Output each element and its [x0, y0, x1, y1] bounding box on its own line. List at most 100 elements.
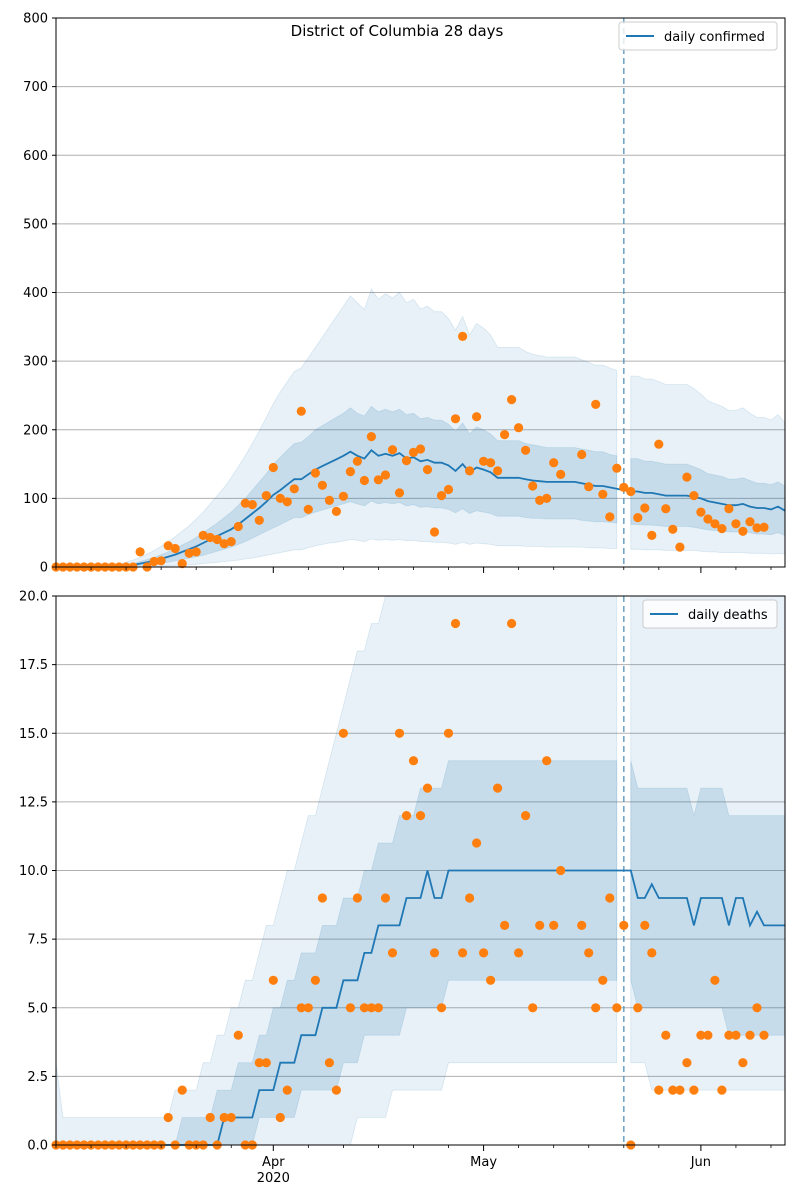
observed-point	[668, 1085, 678, 1095]
observed-point	[352, 456, 362, 466]
observed-point	[479, 456, 489, 466]
deaths-legend-box	[642, 599, 778, 629]
confirmed-legend: daily confirmed	[618, 21, 778, 51]
confirmed-chart-panel: 0 100 200 300 400 500 600 700 800 District of Co…	[23, 12, 786, 576]
observed-point	[633, 513, 643, 523]
observed-point	[219, 539, 229, 549]
observed-point	[759, 522, 769, 532]
observed-point	[633, 1003, 643, 1013]
observed-point	[612, 1003, 622, 1013]
y-tick-label: 400	[23, 286, 48, 301]
observed-point	[752, 523, 762, 533]
observed-point	[338, 491, 348, 501]
confirmed-uncertainty-bands	[56, 288, 786, 568]
observed-point	[205, 1112, 215, 1123]
observed-point	[226, 1112, 236, 1123]
outer-band	[56, 288, 618, 568]
observed-point	[500, 920, 510, 931]
confirmed-legend-box	[618, 21, 778, 51]
observed-point	[191, 547, 201, 557]
deaths-legend-label: daily deaths	[688, 608, 768, 623]
observed-point	[317, 480, 327, 490]
observed-point	[493, 466, 503, 476]
observed-point	[668, 524, 678, 534]
observed-point	[738, 526, 748, 536]
observed-point	[184, 548, 194, 558]
observed-point	[745, 517, 755, 527]
observed-point	[317, 893, 327, 903]
observed-point	[261, 1058, 271, 1068]
observed-point	[759, 1030, 769, 1040]
observed-point	[605, 512, 615, 522]
observed-point	[268, 462, 278, 473]
y-tick-label: 20.0	[19, 590, 48, 605]
observed-point	[738, 1058, 748, 1068]
observed-point	[661, 504, 671, 514]
observed-point	[577, 920, 587, 931]
observed-point	[682, 1058, 692, 1068]
observed-point	[612, 463, 622, 473]
observed-point	[387, 445, 398, 455]
y-tick-label: 0.0	[27, 1139, 48, 1154]
observed-point	[163, 541, 173, 551]
observed-point	[549, 920, 559, 931]
y-tick-label: 7.5	[27, 933, 48, 948]
observed-point	[458, 331, 468, 341]
observed-point	[380, 893, 391, 903]
observed-point	[486, 975, 496, 985]
observed-point	[303, 504, 313, 514]
observed-point	[640, 503, 650, 513]
y-tick-label: 0	[40, 561, 48, 576]
observed-point	[177, 559, 187, 569]
observed-point	[605, 893, 615, 903]
observed-point	[549, 458, 559, 468]
observed-point	[703, 1030, 713, 1040]
observed-point	[408, 447, 419, 457]
x-tick-label: May	[470, 1155, 497, 1170]
observed-point	[450, 618, 461, 629]
x-tick-label: Apr	[262, 1155, 285, 1170]
observed-point	[429, 527, 440, 537]
plot-frame	[55, 595, 786, 1146]
observed-point	[268, 975, 278, 985]
observed-point	[535, 920, 545, 931]
observed-point	[408, 756, 419, 766]
observed-point	[745, 1030, 755, 1040]
y-tick-label: 5.0	[27, 1001, 48, 1016]
observed-point	[507, 395, 517, 405]
observed-point	[689, 1085, 699, 1095]
observed-point	[465, 466, 475, 476]
observed-point	[486, 458, 496, 468]
observed-point	[296, 406, 306, 416]
observed-point	[282, 497, 292, 507]
observed-point	[233, 1030, 243, 1040]
observed-point	[724, 1030, 734, 1040]
observed-point	[619, 482, 629, 492]
observed-point	[331, 1085, 341, 1095]
observed-point	[331, 506, 341, 516]
observed-point	[205, 532, 215, 543]
observed-point	[387, 948, 398, 958]
observed-point	[507, 618, 517, 629]
observed-point	[212, 534, 222, 545]
y-tick-label: 300	[23, 355, 48, 370]
observed-point	[696, 1030, 706, 1040]
observed-point	[415, 811, 426, 821]
observed-point	[373, 1003, 383, 1013]
observed-point	[303, 1003, 313, 1013]
observed-point	[598, 489, 608, 499]
observed-point	[450, 414, 461, 424]
observed-point	[556, 469, 566, 479]
observed-point	[352, 893, 362, 903]
observed-point	[436, 1003, 447, 1013]
observed-point	[731, 519, 741, 529]
observed-point	[675, 1085, 685, 1095]
observed-point	[373, 475, 383, 485]
observed-point	[654, 439, 664, 449]
observed-point	[528, 1003, 538, 1013]
median-line	[56, 449, 786, 568]
observed-point	[521, 811, 531, 821]
observed-point	[661, 1030, 671, 1040]
observed-point	[752, 1003, 762, 1013]
